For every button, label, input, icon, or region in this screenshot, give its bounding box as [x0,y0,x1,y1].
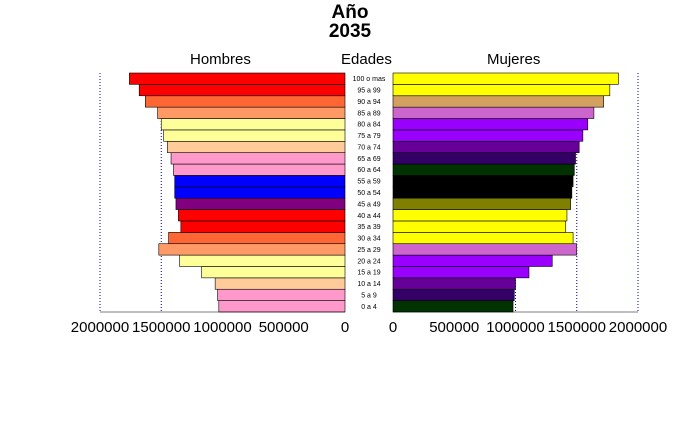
bars [129,72,619,313]
bar-hombres [180,220,346,233]
right-tick-label: 0 [389,319,397,336]
bar-hombres [174,175,346,188]
left-tick-label: 1500000 [132,319,190,336]
bar-mujeres [392,186,573,199]
age-group-label: 5 a 9 [361,292,377,299]
age-group-label: 55 a 59 [357,179,380,186]
bar-hombres [217,288,346,301]
age-group-label: 15 a 19 [357,270,380,277]
age-group-label: 40 a 44 [357,213,380,220]
axis-ticks: 2000000 1500000 1000000 500000 0 0 500000 10000… [71,311,667,336]
bar-hombres [173,163,346,176]
age-labels: 0 a 4 5 a 9 10 a 14 15 a 19 20 a 24 25 a 29 30… [353,76,386,311]
bar-mujeres [392,197,571,210]
left-tick-label: 2000000 [71,319,129,336]
right-tick-label: 1000000 [486,319,544,336]
age-group-label: 90 a 94 [357,99,380,106]
age-group-label: 0 a 4 [361,304,377,311]
bar-hombres [175,197,346,210]
bar-mujeres [392,243,578,256]
age-group-label: 30 a 34 [357,236,380,243]
bar-hombres [214,277,346,290]
bar-mujeres [392,277,516,290]
age-group-label: 70 a 74 [357,144,380,151]
bar-mujeres [392,209,568,222]
bar-hombres [170,152,346,165]
bar-mujeres [392,106,595,119]
left-tick-label: 500000 [259,319,309,336]
chart-title: Año [331,2,369,23]
bar-mujeres [392,152,576,165]
bar-hombres [129,72,346,85]
age-group-label: 95 a 99 [357,88,380,95]
bar-mujeres [392,288,515,301]
bar-hombres [157,106,346,119]
age-group-label: 45 a 49 [357,201,380,208]
bar-mujeres [392,232,574,245]
center-label: Edades [341,51,392,68]
age-group-label: 75 a 79 [357,133,380,140]
age-group-label: 80 a 84 [357,122,380,129]
age-group-label: 50 a 54 [357,190,380,197]
bar-mujeres [392,129,584,142]
age-group-label: 100 o mas [353,76,386,83]
bar-hombres [160,118,346,131]
bar-mujeres [392,118,589,131]
bar-mujeres [392,300,514,313]
bar-mujeres [392,72,619,85]
bar-mujeres [392,175,574,188]
bar-mujeres [392,266,530,279]
left-side-label: Hombres [190,51,251,68]
bar-mujeres [392,254,553,267]
bar-hombres [201,266,346,279]
age-group-label: 65 a 69 [357,156,380,163]
bar-mujeres [392,220,567,233]
age-group-label: 20 a 24 [357,258,380,265]
left-tick-label: 0 [341,319,349,336]
bar-hombres [163,129,346,142]
age-group-label: 10 a 14 [357,281,380,288]
right-side-label: Mujeres [487,51,541,68]
bar-hombres [178,209,346,222]
chart-subtitle: 2035 [328,21,372,42]
right-tick-label: 500000 [429,319,479,336]
right-tick-label: 1500000 [548,319,606,336]
age-group-label: 25 a 29 [357,247,380,254]
bar-hombres [167,140,346,153]
age-group-label: 60 a 64 [357,167,380,174]
bar-mujeres [392,163,575,176]
bar-hombres [174,186,346,199]
bar-hombres [179,254,346,267]
bar-mujeres [392,140,580,153]
bar-hombres [145,95,346,108]
age-group-label: 85 a 89 [357,110,380,117]
bar-hombres [218,300,346,313]
bar-mujeres [392,95,604,108]
age-group-label: 35 a 39 [357,224,380,231]
bar-hombres [138,84,346,97]
left-tick-label: 1000000 [193,319,251,336]
bar-hombres [158,243,346,256]
right-tick-label: 2000000 [609,319,667,336]
bar-mujeres [392,84,611,97]
bar-hombres [168,232,346,245]
